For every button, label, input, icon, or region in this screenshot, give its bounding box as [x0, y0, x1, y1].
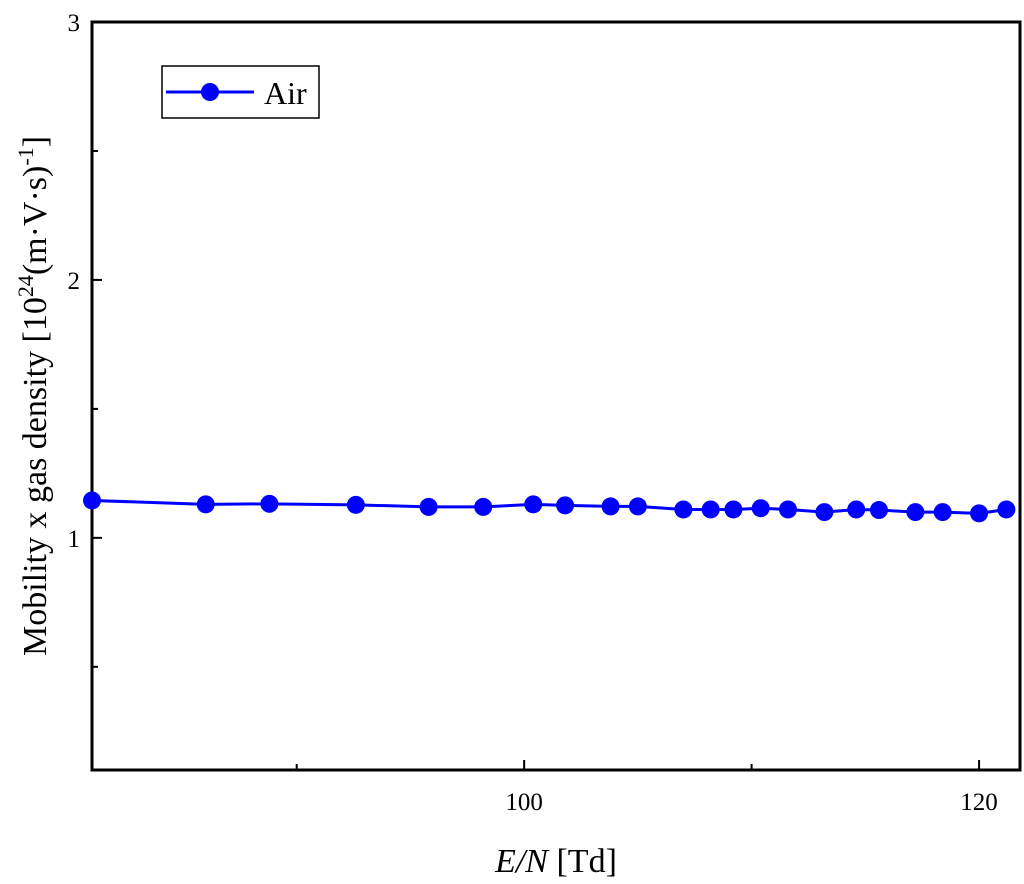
x-axis-title-rest: [Td]: [548, 843, 617, 880]
data-point-air: [906, 503, 925, 522]
axis-ticks: [92, 21, 981, 770]
y-axis-title: Mobility x gas density [1024(m·V·s)-1]: [13, 136, 54, 656]
y-tick-label: 3: [68, 10, 81, 37]
x-tick-label: 120: [960, 789, 998, 816]
data-point-air: [601, 497, 620, 516]
data-point-air: [970, 504, 989, 523]
data-point-air: [779, 500, 797, 519]
data-point-air: [556, 496, 575, 515]
plot-area: [83, 491, 1016, 523]
legend: Air: [161, 65, 320, 119]
data-point-air: [933, 503, 952, 522]
series-line-air: [91, 498, 1007, 515]
data-point-air: [815, 503, 834, 522]
data-point-air: [847, 500, 866, 519]
y-axis-title-post: ]: [17, 136, 54, 147]
y-axis-title-pre: Mobility x gas density [10: [17, 297, 54, 656]
data-point-air: [997, 500, 1016, 519]
data-point-air: [419, 497, 438, 516]
x-axis-title: E/N [Td]: [494, 843, 617, 880]
x-tick-label: 100: [505, 789, 543, 816]
y-axis-title-sup1: 24: [13, 275, 38, 297]
data-point-air: [869, 501, 888, 520]
data-point-air: [674, 500, 693, 519]
axis-tick-labels: 100 120 1 2 3: [68, 10, 998, 816]
data-point-air: [724, 500, 743, 519]
data-point-air: [751, 499, 770, 518]
data-point-air: [474, 497, 493, 516]
y-axis-title-sup2: -1: [13, 147, 38, 165]
data-point-air: [346, 495, 365, 514]
data-point-air: [260, 494, 279, 513]
data-point-air: [628, 497, 647, 516]
legend-label-air: Air: [264, 75, 307, 111]
legend-marker-air: [201, 83, 219, 101]
data-point-air: [524, 495, 543, 514]
plot-frame: [90, 20, 1022, 772]
y-tick-label: 2: [68, 268, 81, 295]
y-tick-label: 1: [68, 526, 81, 553]
y-axis-title-mid: (m·V·s): [17, 166, 54, 276]
data-point-air: [701, 500, 720, 519]
data-point-air: [83, 491, 101, 510]
x-axis-title-italic: E/N: [494, 843, 550, 880]
data-point-air: [196, 495, 215, 514]
